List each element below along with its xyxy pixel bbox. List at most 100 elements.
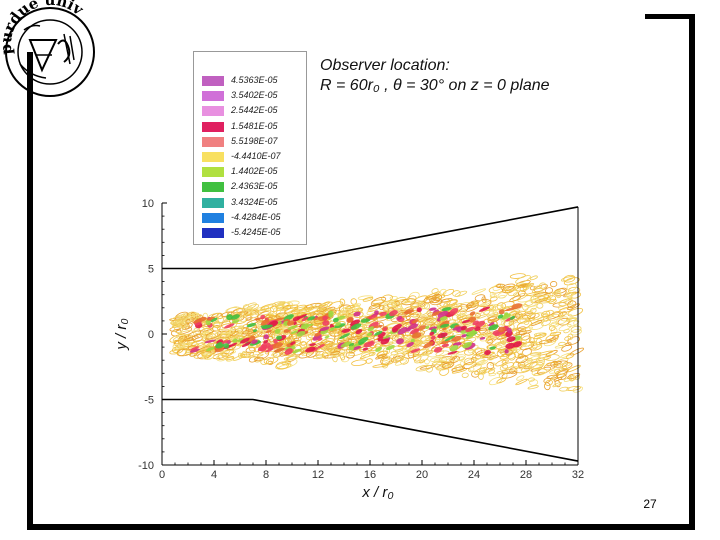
contour-line (565, 317, 577, 322)
contour-line (228, 330, 234, 334)
purdue-seal-logo: purdue univ (0, 0, 95, 97)
contour-line (555, 290, 561, 296)
contour-blob (460, 325, 467, 331)
contour-line (514, 351, 520, 358)
contour-line (521, 283, 535, 289)
contour-line (254, 331, 266, 337)
contour-line (537, 294, 550, 300)
contour-blob (368, 314, 378, 320)
contour-blob (329, 326, 335, 331)
contour-line (426, 310, 432, 316)
contour-line (429, 296, 441, 304)
contour-line (487, 355, 500, 361)
legend-entry: 4.5363E-05 (202, 75, 306, 86)
contour-blob (312, 317, 322, 321)
contour-line (529, 379, 539, 386)
contour-line (541, 319, 552, 327)
contour-line (550, 326, 558, 335)
contour-line (527, 377, 535, 382)
contour-line (422, 314, 438, 324)
contour-line (480, 367, 496, 374)
contour-line (523, 361, 533, 369)
contour-blob (367, 326, 375, 332)
contour-line (351, 359, 367, 367)
legend-label: -4.4410E-07 (231, 151, 281, 161)
contour-line (547, 313, 561, 321)
contour-line (454, 290, 468, 297)
contour-line (199, 328, 214, 335)
contour-blob (261, 342, 271, 349)
contour-line (520, 332, 531, 341)
contour-line (528, 361, 544, 370)
contour-blob (452, 326, 462, 331)
contour-blob (447, 350, 458, 355)
legend-swatch (202, 197, 224, 208)
contour-line (561, 366, 568, 370)
y-tick-label: 5 (148, 264, 154, 276)
contour-line (478, 367, 487, 375)
contour-line (548, 368, 563, 374)
contour-line (536, 302, 544, 309)
contour-line (515, 330, 532, 335)
contour-blob (441, 307, 452, 312)
x-tick-label: 24 (468, 469, 480, 481)
contour-line (282, 338, 290, 345)
legend-entry: -4.4284E-05 (202, 212, 306, 223)
contour-blob (444, 335, 456, 342)
contour-blob (506, 336, 516, 343)
contour-line (492, 283, 503, 291)
contour-line (570, 291, 581, 299)
contour-line (567, 300, 577, 308)
contour-blob (462, 341, 473, 349)
contour-line (543, 362, 558, 371)
axes: 0 4 8 12 16 20 24 28 32 10 5 0 -5 -10 x / r₀ y / r₀ (113, 198, 584, 501)
legend-swatch (202, 182, 224, 193)
contour-line (568, 375, 577, 381)
contour-line (401, 298, 417, 306)
contour-blob (210, 317, 218, 323)
y-axis-label: y / r₀ (113, 318, 130, 350)
contour-line (561, 344, 573, 352)
contour-line (474, 357, 485, 364)
contour-line (236, 307, 244, 315)
contour-line (533, 295, 539, 301)
contour-blob (296, 330, 306, 337)
contour-line (284, 304, 299, 309)
contour-line (270, 305, 278, 313)
observer-title: Observer location: (320, 57, 450, 74)
contour-line (237, 326, 244, 334)
contour-line (362, 297, 374, 302)
contour-blob (410, 338, 415, 343)
contour-blob (228, 342, 238, 348)
contour-blob (406, 342, 414, 348)
contour-line (572, 386, 584, 393)
contour-line (285, 358, 298, 367)
contour-line (558, 306, 574, 314)
contour-line (412, 312, 422, 318)
contour-line (529, 275, 538, 281)
legend-entry: 5.5198E-07 (202, 136, 306, 147)
contour-line (496, 377, 507, 384)
contour-line (558, 341, 566, 346)
contour-blob (346, 316, 354, 323)
y-tick-label: 10 (142, 198, 154, 210)
legend-swatch (202, 91, 224, 102)
contour-blob (391, 323, 403, 332)
contour-line (477, 372, 484, 380)
contour-blob (265, 330, 272, 334)
contour-line (188, 313, 200, 318)
contour-line (545, 309, 555, 318)
contour-blob (232, 338, 238, 343)
legend-label: 1.5481E-05 (231, 120, 278, 131)
contour-line (276, 361, 289, 370)
contour-blob (478, 306, 490, 312)
contour-line (533, 333, 547, 340)
contour-line (271, 353, 278, 357)
contour-line (469, 366, 475, 372)
contour-line (321, 351, 329, 359)
contour-line (407, 351, 414, 359)
contour-blob (254, 317, 261, 321)
contour-line (559, 386, 570, 392)
contour-blob (410, 348, 421, 353)
legend-entry: 3.5402E-05 (202, 90, 306, 102)
